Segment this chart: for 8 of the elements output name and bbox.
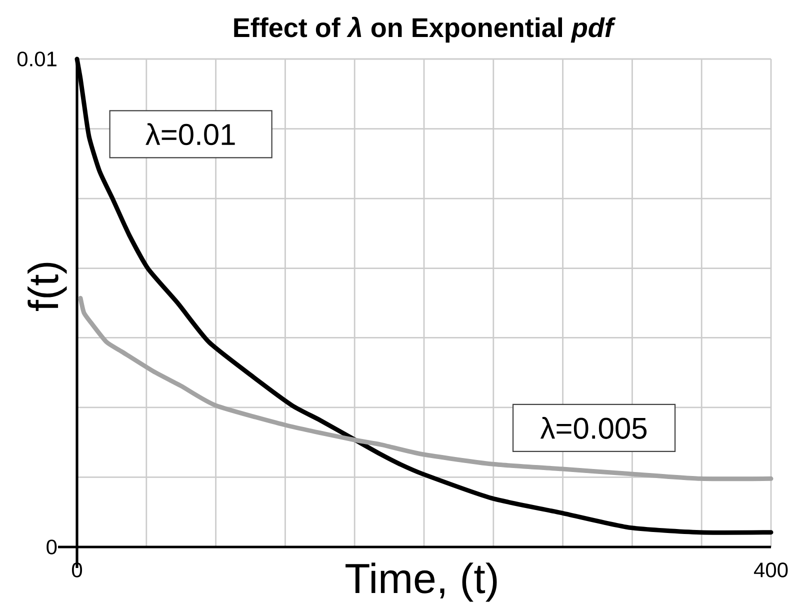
y-tick-label: 0.01 xyxy=(17,52,56,66)
chart-title: Effect of λ on Exponential pdf xyxy=(234,16,616,43)
y-axis-title: f(t) xyxy=(28,262,67,311)
x-tick-label: 400 xyxy=(754,562,788,578)
x-axis-title: Time, (t) xyxy=(346,562,497,602)
series-label: λ=0.01 xyxy=(146,123,235,146)
series-label: λ=0.005 xyxy=(540,416,647,439)
line-series xyxy=(78,296,774,482)
